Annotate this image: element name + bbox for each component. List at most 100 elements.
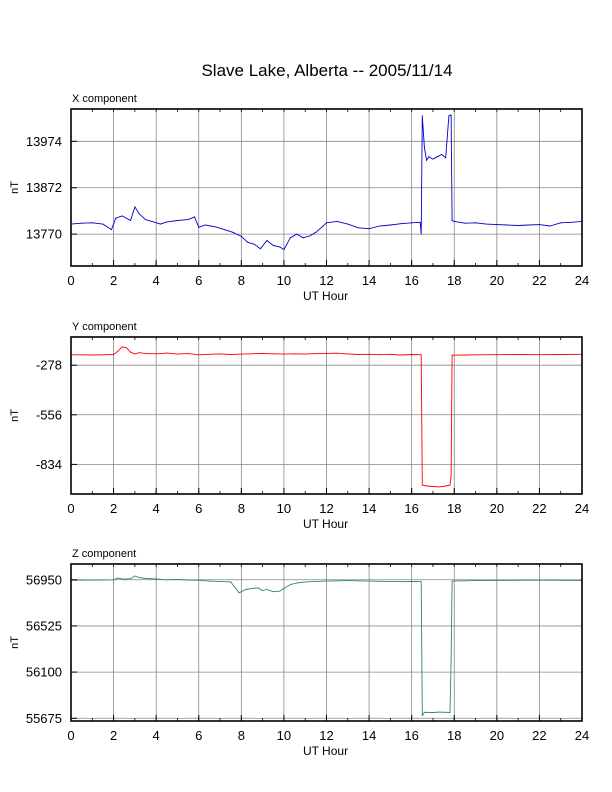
data-point	[125, 347, 127, 349]
data-point	[251, 353, 253, 355]
data-point	[428, 156, 430, 158]
data-point	[432, 486, 434, 488]
data-point	[283, 353, 285, 355]
x-tick-label: 18	[447, 728, 461, 743]
data-point	[421, 115, 423, 117]
data-point	[130, 578, 132, 580]
data-point	[251, 587, 253, 589]
data-point	[223, 229, 225, 231]
x-tick-label: 2	[110, 728, 117, 743]
x-tick-label: 20	[490, 728, 504, 743]
data-point	[347, 223, 349, 225]
data-point	[419, 354, 421, 356]
data-point	[176, 353, 178, 355]
data-point	[549, 225, 551, 227]
x-tick-label: 4	[153, 273, 160, 288]
data-point	[449, 484, 451, 486]
data-point	[138, 352, 140, 354]
data-point	[130, 219, 132, 221]
data-point	[448, 115, 450, 117]
data-point	[440, 154, 442, 156]
data-point	[294, 353, 296, 355]
data-point	[560, 222, 562, 224]
data-point	[438, 711, 440, 713]
data-point	[283, 587, 285, 589]
y-tick-label: 55675	[26, 711, 62, 726]
y-axis-label: nT	[9, 636, 21, 649]
data-point	[485, 223, 487, 225]
data-point	[421, 715, 423, 717]
data-point	[357, 227, 359, 229]
data-point	[187, 579, 189, 581]
data-point	[262, 590, 264, 592]
data-point	[445, 157, 447, 159]
x-tick-label: 24	[575, 501, 589, 516]
x-tick-label: 16	[404, 501, 418, 516]
y-tick-label: 56100	[26, 665, 62, 680]
data-point	[304, 581, 306, 583]
x-tick-label: 16	[404, 728, 418, 743]
data-point	[272, 245, 274, 247]
data-point	[208, 580, 210, 582]
series-line	[71, 346, 583, 488]
y-tick-label: 56525	[26, 618, 62, 633]
data-point	[419, 580, 421, 582]
data-point	[138, 577, 140, 579]
x-tick-label: 12	[319, 273, 333, 288]
data-point	[336, 220, 338, 222]
data-point	[130, 351, 132, 353]
data-point	[464, 222, 466, 224]
data-point	[113, 353, 115, 355]
x-tick-label: 16	[404, 273, 418, 288]
data-point	[279, 246, 281, 248]
x-tick-label: 22	[532, 501, 546, 516]
panel-label: Y component	[72, 321, 137, 333]
data-point	[379, 354, 381, 356]
data-point	[389, 353, 391, 355]
panel-label: Z component	[72, 548, 136, 560]
data-point	[411, 222, 413, 224]
x-tick-label: 0	[67, 273, 74, 288]
x-tick-label: 6	[195, 273, 202, 288]
data-point	[176, 579, 178, 581]
data-point	[232, 231, 234, 233]
data-point	[449, 712, 451, 714]
data-point	[145, 577, 147, 579]
panel-3: 0 2 4 6 8 10 12 14 16 18 20 22 245567556100565255695…	[9, 548, 589, 758]
data-point	[219, 353, 221, 355]
data-point	[266, 240, 268, 242]
data-point	[368, 353, 370, 355]
data-point	[326, 352, 327, 354]
data-point	[517, 224, 519, 226]
data-point	[451, 219, 453, 221]
data-point	[234, 586, 236, 588]
data-point	[357, 580, 359, 582]
data-point	[496, 224, 498, 226]
data-point	[347, 353, 349, 355]
data-point	[445, 711, 447, 713]
data-point	[411, 353, 413, 355]
data-point	[451, 580, 453, 582]
data-point	[145, 352, 147, 354]
data-point	[400, 581, 402, 583]
data-point	[134, 353, 136, 355]
y-tick-label: 13872	[26, 180, 62, 195]
data-point	[538, 579, 540, 581]
data-point	[198, 579, 200, 581]
x-tick-label: 12	[319, 728, 333, 743]
data-point	[117, 577, 119, 579]
data-point	[115, 217, 117, 219]
data-point	[321, 226, 323, 228]
x-tick-label: 6	[195, 501, 202, 516]
data-point	[219, 580, 221, 582]
data-point	[247, 241, 249, 243]
data-point	[336, 580, 338, 582]
x-tick-label: 18	[447, 501, 461, 516]
data-point	[420, 354, 422, 356]
data-point	[475, 580, 477, 582]
data-point	[451, 354, 453, 356]
data-point	[134, 575, 136, 577]
data-point	[475, 354, 477, 356]
data-point	[266, 589, 268, 591]
